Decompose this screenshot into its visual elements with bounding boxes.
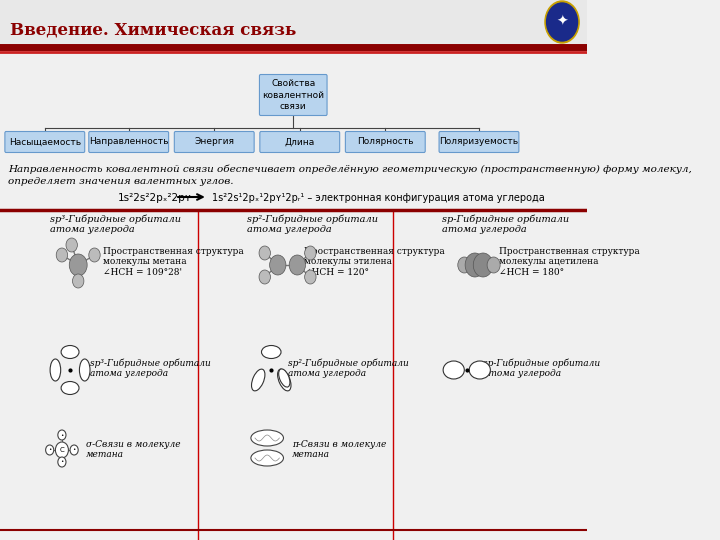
- Ellipse shape: [443, 361, 464, 379]
- FancyBboxPatch shape: [89, 132, 168, 152]
- Circle shape: [545, 1, 579, 43]
- Circle shape: [289, 255, 305, 275]
- Circle shape: [305, 270, 316, 284]
- Circle shape: [269, 255, 286, 275]
- Ellipse shape: [278, 369, 291, 391]
- Text: Свойства
ковалентной
связи: Свойства ковалентной связи: [262, 79, 324, 111]
- Ellipse shape: [279, 369, 290, 387]
- Circle shape: [546, 3, 577, 41]
- Text: Пространственная структура
молекулы метана
∠HCH = 109°28': Пространственная структура молекулы мета…: [103, 247, 243, 277]
- Text: Направленность ковалентной связи обеспечивает определённую геометрическую (прост: Направленность ковалентной связи обеспеч…: [8, 165, 692, 174]
- Circle shape: [66, 238, 77, 252]
- Text: π-Связи в молекуле
метана: π-Связи в молекуле метана: [292, 440, 386, 460]
- FancyBboxPatch shape: [174, 132, 254, 152]
- Text: sp²-Гибридные орбитали
атома углерода: sp²-Гибридные орбитали атома углерода: [287, 358, 408, 378]
- FancyBboxPatch shape: [259, 75, 327, 116]
- Text: Длина: Длина: [284, 138, 315, 146]
- Text: 1s²2s¹2pₓ¹2pʏ¹2pᵣ¹ – электронная конфигурация атома углерода: 1s²2s¹2pₓ¹2pʏ¹2pᵣ¹ – электронная конфигу…: [212, 193, 544, 203]
- Circle shape: [58, 430, 66, 440]
- Text: Пространственная структура
молекулы ацетилена
∠HCH = 180°: Пространственная структура молекулы ацет…: [500, 247, 640, 277]
- Ellipse shape: [61, 346, 79, 359]
- Text: Направленность: Направленность: [89, 138, 168, 146]
- Circle shape: [473, 253, 492, 277]
- Circle shape: [73, 274, 84, 288]
- Circle shape: [465, 253, 485, 277]
- Circle shape: [487, 257, 500, 273]
- FancyBboxPatch shape: [260, 132, 340, 152]
- Text: sp²-Гибридные орбитали
атома углерода: sp²-Гибридные орбитали атома углерода: [247, 214, 378, 234]
- Text: sp³-Гибридные орбитали
атома углерода: sp³-Гибридные орбитали атома углерода: [50, 214, 181, 234]
- Text: ✦: ✦: [557, 15, 568, 29]
- Circle shape: [69, 254, 87, 276]
- Circle shape: [56, 248, 68, 262]
- Ellipse shape: [79, 359, 90, 381]
- Ellipse shape: [251, 450, 284, 466]
- Text: sp³-Гибридные орбитали
атома углерода: sp³-Гибридные орбитали атома углерода: [91, 358, 211, 378]
- Circle shape: [45, 445, 54, 455]
- Text: σ-Связи в молекуле
метана: σ-Связи в молекуле метана: [86, 440, 181, 460]
- Circle shape: [58, 457, 66, 467]
- Ellipse shape: [251, 369, 265, 391]
- Ellipse shape: [61, 381, 79, 395]
- Text: sp-Гибридные орбитали
атома углерода: sp-Гибридные орбитали атома углерода: [483, 358, 600, 378]
- Text: Полярность: Полярность: [357, 138, 413, 146]
- Text: •: •: [60, 433, 63, 437]
- Text: •: •: [48, 448, 51, 453]
- Text: Введение. Химическая связь: Введение. Химическая связь: [10, 22, 296, 38]
- Text: определяет значения валентных углов.: определяет значения валентных углов.: [8, 177, 234, 186]
- FancyBboxPatch shape: [346, 132, 426, 152]
- Text: Энергия: Энергия: [194, 138, 234, 146]
- Bar: [0, 0, 587, 45]
- Text: C: C: [60, 447, 64, 453]
- Ellipse shape: [261, 346, 281, 359]
- Circle shape: [70, 445, 78, 455]
- Text: •: •: [60, 460, 63, 464]
- Text: sp-Гибридные орбитали
атома углерода: sp-Гибридные орбитали атома углерода: [442, 214, 570, 234]
- FancyBboxPatch shape: [439, 132, 519, 152]
- Circle shape: [89, 248, 100, 262]
- Text: 1s²2s²2pₓ²2pʏ: 1s²2s²2pₓ²2pʏ: [118, 193, 192, 203]
- Text: •: •: [73, 448, 76, 453]
- Ellipse shape: [251, 430, 284, 446]
- FancyBboxPatch shape: [5, 132, 85, 152]
- Circle shape: [458, 257, 471, 273]
- Ellipse shape: [50, 359, 60, 381]
- Circle shape: [305, 246, 316, 260]
- Circle shape: [259, 270, 271, 284]
- Text: Насыщаемость: Насыщаемость: [9, 138, 81, 146]
- Text: Пространственная структура
молекулы этилена
∠HCH = 120°: Пространственная структура молекулы этил…: [304, 247, 444, 277]
- Circle shape: [259, 246, 271, 260]
- Circle shape: [55, 442, 68, 458]
- Ellipse shape: [469, 361, 490, 379]
- Text: Поляризуемость: Поляризуемость: [439, 138, 518, 146]
